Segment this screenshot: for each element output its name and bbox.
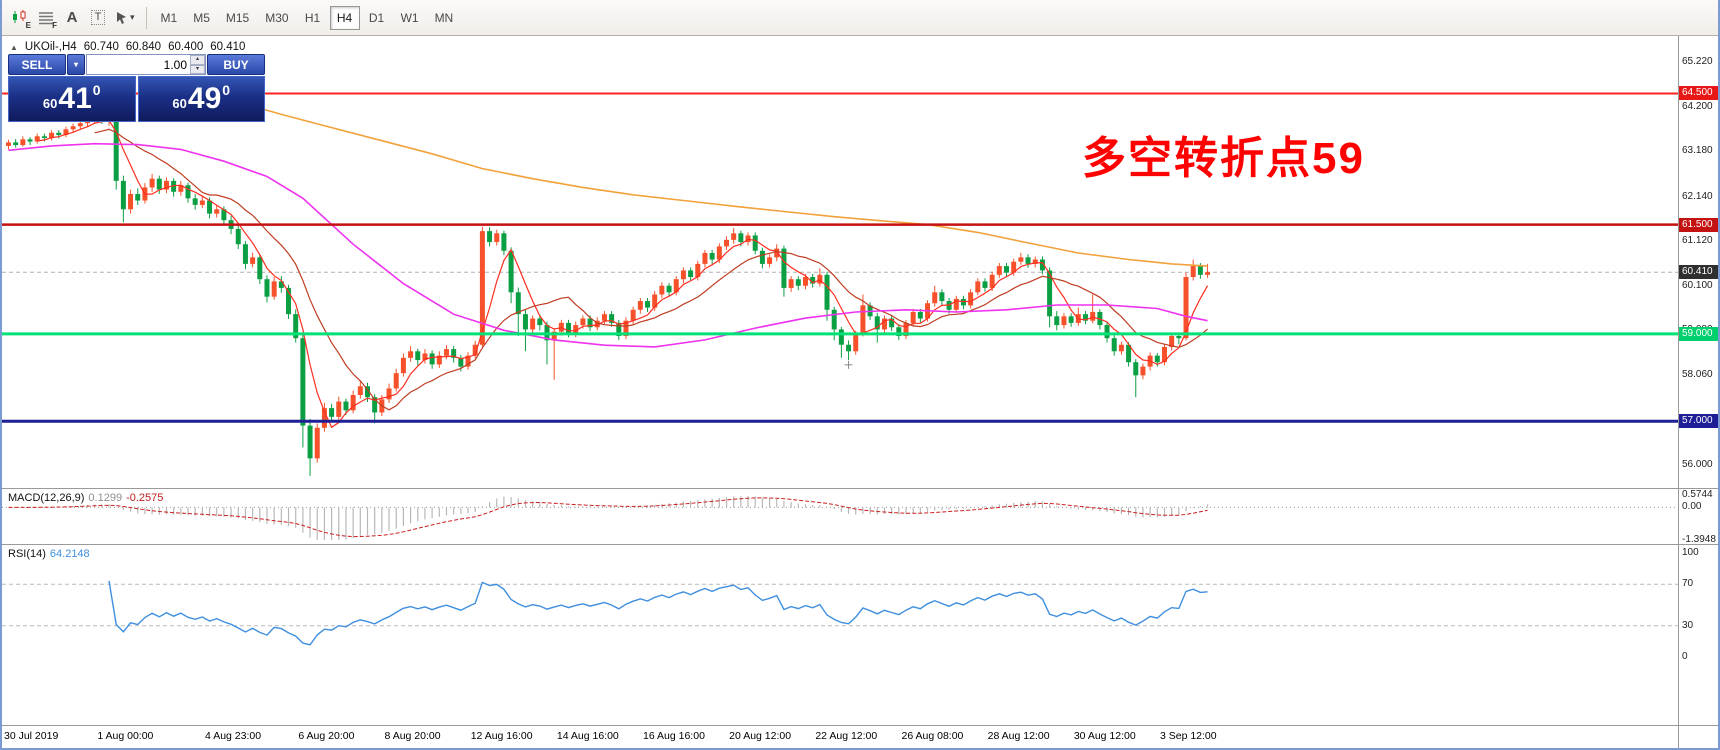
time-axis-label: 14 Aug 16:00 bbox=[556, 730, 619, 742]
rsi-axis: 100 70 30 0 bbox=[1678, 545, 1718, 726]
time-axis-label: 30 Jul 2019 bbox=[4, 730, 59, 742]
volume-input[interactable] bbox=[87, 55, 190, 74]
sell-price-prefix: 60 bbox=[42, 96, 58, 111]
sell-price-big: 41 bbox=[58, 82, 92, 115]
time-axis-label: 16 Aug 16:00 bbox=[643, 730, 705, 742]
symbol-label: UKOil-,H4 bbox=[24, 41, 77, 53]
ohlc-low: 60.400 bbox=[168, 41, 204, 53]
time-axis[interactable]: 30 Jul 2019 1 Aug 00:00 4 Aug 23:00 6 Aug 2… bbox=[2, 726, 1678, 748]
text-tool-button[interactable]: T bbox=[85, 5, 111, 31]
rsi-axis-tick: 70 bbox=[1682, 578, 1694, 590]
toolbar-separator bbox=[145, 6, 147, 29]
macd-axis-tick: 0.00 bbox=[1682, 501, 1702, 513]
time-axis-label: 30 Aug 12:00 bbox=[1073, 730, 1136, 742]
order-type-dropdown[interactable]: ▾ bbox=[67, 54, 85, 75]
timeframe-w1[interactable]: W1 bbox=[394, 6, 426, 30]
macd-value-main: 0.1299 bbox=[88, 492, 123, 504]
time-axis-label: 26 Aug 08:00 bbox=[901, 730, 964, 742]
time-axis-label: 12 Aug 16:00 bbox=[470, 730, 533, 742]
time-axis-label: 20 Aug 12:00 bbox=[729, 730, 792, 742]
grid-icon bbox=[39, 11, 53, 24]
price-line-badge: 59.000 bbox=[1679, 326, 1718, 341]
collapse-icon[interactable]: ▲ bbox=[10, 43, 18, 52]
chevron-down-icon: ▾ bbox=[130, 12, 135, 22]
buy-price-box[interactable]: 60 49 0 bbox=[137, 76, 265, 122]
text-label-button[interactable]: A bbox=[59, 5, 85, 31]
price-line-badge: 61.500 bbox=[1679, 217, 1718, 232]
rsi-axis-tick: 30 bbox=[1682, 619, 1694, 631]
buy-price-pip: 0 bbox=[222, 82, 231, 98]
axis-corner bbox=[1678, 726, 1718, 748]
price-line-badge: 64.500 bbox=[1679, 86, 1718, 101]
timeframe-h4[interactable]: H4 bbox=[329, 5, 360, 30]
timeframe-m15[interactable]: M15 bbox=[219, 6, 256, 30]
rsi-panel[interactable]: RSI(14) 64.2148 bbox=[2, 545, 1678, 726]
ohlc-header: ▲ UKOil-,H4 60.740 60.840 60.400 60.410 bbox=[10, 41, 245, 53]
main-chart[interactable]: ▲ UKOil-,H4 60.740 60.840 60.400 60.410 … bbox=[2, 36, 1678, 489]
time-axis-label: 22 Aug 12:00 bbox=[815, 730, 878, 742]
candlestick-chart-icon bbox=[13, 9, 26, 23]
macd-label: MACD(12,26,9) 0.1299 -0.2575 bbox=[8, 492, 164, 504]
timeframe-d1[interactable]: D1 bbox=[362, 6, 392, 30]
cursor-icon bbox=[117, 11, 126, 24]
rsi-label: RSI(14) 64.2148 bbox=[8, 548, 90, 560]
price-axis-tick: 63.180 bbox=[1682, 145, 1713, 157]
macd-axis-tick: 0.5744 bbox=[1682, 489, 1713, 500]
price-axis-tick: 61.120 bbox=[1682, 235, 1713, 247]
grid-button[interactable]: F bbox=[33, 5, 59, 31]
icon-sub-f: F bbox=[52, 20, 57, 30]
volume-up-button[interactable]: ▴ bbox=[190, 55, 205, 65]
timeframe-h1[interactable]: H1 bbox=[298, 6, 328, 30]
time-axis-label: 3 Sep 12:00 bbox=[1159, 730, 1217, 742]
timeframe-m30[interactable]: M30 bbox=[258, 6, 295, 30]
sell-price-box[interactable]: 60 41 0 bbox=[8, 76, 136, 122]
macd-value-signal: -0.2575 bbox=[126, 492, 164, 504]
rsi-value: 64.2148 bbox=[49, 548, 90, 560]
time-axis-label: 8 Aug 20:00 bbox=[384, 730, 441, 742]
rsi-axis-tick: 0 bbox=[1682, 651, 1688, 662]
time-axis-label: 28 Aug 12:00 bbox=[987, 730, 1050, 742]
price-axis-tick: 65.220 bbox=[1682, 56, 1713, 67]
ohlc-high: 60.840 bbox=[125, 41, 162, 53]
buy-price-prefix: 60 bbox=[172, 96, 187, 111]
timeframe-m5[interactable]: M5 bbox=[186, 6, 217, 30]
sell-button[interactable]: SELL bbox=[8, 54, 66, 75]
chart-type-button[interactable]: E bbox=[7, 5, 33, 31]
volume-down-button[interactable]: ▾ bbox=[190, 64, 205, 74]
timeframe-mn[interactable]: MN bbox=[428, 6, 461, 30]
icon-sub-e: E bbox=[25, 20, 31, 30]
price-axis-tick: 64.200 bbox=[1682, 100, 1713, 112]
price-axis-tick: 56.000 bbox=[1682, 458, 1713, 470]
ohlc-close: 60.410 bbox=[210, 41, 246, 53]
volume-field: ▴ ▾ bbox=[86, 54, 206, 75]
price-axis-tick: 62.140 bbox=[1682, 190, 1713, 202]
letter-t-icon: T bbox=[90, 10, 106, 25]
price-line-badge: 60.410 bbox=[1679, 265, 1718, 280]
timeframe-bar: M1 M5 M15 M30 H1 H4 D1 W1 MN bbox=[154, 5, 461, 30]
one-click-trading-panel: SELL ▾ ▴ ▾ BUY 60 bbox=[8, 54, 265, 122]
buy-button[interactable]: BUY bbox=[207, 54, 265, 75]
chart-annotation: 多空转折点59 bbox=[1082, 134, 1365, 183]
sell-price-pip: 0 bbox=[92, 82, 101, 98]
macd-axis: 0.5744 0.00 -1.3948 bbox=[1678, 489, 1718, 545]
rsi-axis-tick: 100 bbox=[1682, 547, 1699, 558]
time-axis-label: 4 Aug 23:00 bbox=[205, 730, 262, 742]
ohlc-open: 60.740 bbox=[83, 41, 119, 53]
price-axis-tick: 60.100 bbox=[1682, 279, 1713, 291]
timeframe-m1[interactable]: M1 bbox=[154, 6, 185, 30]
buy-price-big: 49 bbox=[187, 82, 222, 115]
toolbar: E F A T ▾ M1 M5 M15 M30 bbox=[2, 0, 1718, 36]
price-axis[interactable]: 65.220 64.200 63.180 62.140 61.120 60.100 59.0… bbox=[1678, 36, 1718, 489]
price-line-badge: 57.000 bbox=[1679, 414, 1718, 429]
chevron-down-icon: ▾ bbox=[73, 60, 78, 69]
cursor-tool-button[interactable]: ▾ bbox=[111, 5, 139, 31]
macd-panel[interactable]: MACD(12,26,9) 0.1299 -0.2575 bbox=[2, 489, 1678, 545]
time-axis-label: 6 Aug 20:00 bbox=[298, 730, 355, 742]
price-axis-tick: 58.060 bbox=[1682, 368, 1713, 380]
macd-axis-tick: -1.3948 bbox=[1682, 534, 1716, 545]
letter-a-icon: A bbox=[66, 9, 78, 26]
time-axis-label: 1 Aug 00:00 bbox=[97, 730, 154, 742]
